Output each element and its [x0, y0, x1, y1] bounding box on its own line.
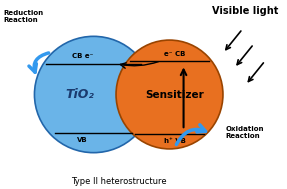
FancyArrowPatch shape	[177, 125, 205, 145]
Text: Oxidation
Reaction: Oxidation Reaction	[226, 125, 264, 139]
FancyArrowPatch shape	[226, 31, 241, 50]
FancyArrowPatch shape	[248, 63, 263, 81]
Ellipse shape	[34, 36, 153, 153]
FancyArrowPatch shape	[29, 53, 49, 72]
Text: VB: VB	[77, 137, 88, 143]
Ellipse shape	[116, 40, 223, 149]
Text: Visible light: Visible light	[212, 6, 279, 16]
FancyArrowPatch shape	[237, 46, 252, 65]
Text: Sensitizer: Sensitizer	[146, 90, 205, 99]
Text: e⁻ CB: e⁻ CB	[164, 51, 186, 57]
Text: CB e⁻: CB e⁻	[71, 53, 93, 59]
Text: TiO₂: TiO₂	[65, 88, 94, 101]
Text: Reduction
Reaction: Reduction Reaction	[3, 10, 44, 23]
Text: h⁺ VB: h⁺ VB	[164, 138, 186, 144]
Text: Type II heterostructure: Type II heterostructure	[71, 177, 167, 186]
